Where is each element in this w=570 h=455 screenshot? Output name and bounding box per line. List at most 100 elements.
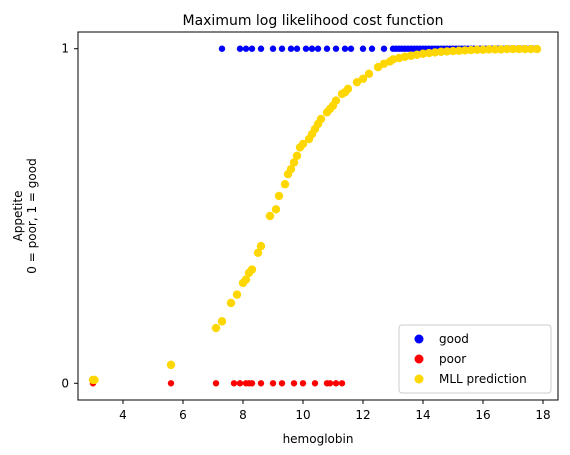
y-axis-label-line-2: 0 = poor, 1 = good	[25, 158, 39, 273]
data-point	[368, 45, 376, 52]
data-point	[508, 44, 518, 54]
data-point	[343, 84, 353, 94]
data-point	[292, 151, 302, 160]
legend-marker	[414, 374, 424, 384]
data-point	[359, 45, 367, 52]
data-point	[454, 46, 464, 55]
data-point	[218, 45, 226, 52]
data-point	[257, 380, 265, 387]
data-point	[211, 323, 221, 333]
data-point	[269, 45, 277, 52]
data-point	[347, 45, 355, 52]
data-point	[232, 290, 242, 299]
data-point	[274, 191, 284, 201]
data-point	[490, 45, 500, 54]
data-point	[269, 380, 277, 387]
data-point	[298, 139, 308, 149]
legend: good poor MLL prediction	[398, 324, 552, 394]
x-tick-label: 10	[295, 408, 310, 422]
data-point	[278, 45, 286, 52]
data-point	[526, 44, 536, 54]
legend-marker	[414, 354, 424, 364]
legend-label: good	[439, 332, 469, 346]
data-point	[326, 380, 334, 387]
data-point	[314, 45, 322, 52]
plot-area	[88, 44, 542, 387]
data-point	[290, 380, 298, 387]
data-point	[247, 265, 257, 274]
data-point	[332, 380, 340, 387]
data-point	[257, 45, 265, 52]
data-point	[332, 45, 340, 52]
data-point	[532, 44, 542, 54]
data-point	[502, 44, 512, 54]
data-point	[311, 380, 319, 387]
legend-marker	[414, 334, 424, 344]
data-point	[248, 380, 256, 387]
data-point	[484, 45, 494, 54]
legend-label: poor	[439, 352, 466, 366]
data-point	[236, 380, 244, 387]
data-point	[514, 44, 524, 54]
data-point	[289, 158, 299, 167]
data-point	[478, 45, 488, 54]
data-point	[472, 45, 482, 54]
y-tick-label: 1	[61, 42, 69, 56]
data-point	[308, 45, 316, 52]
data-point	[460, 46, 470, 55]
data-point	[242, 45, 250, 52]
data-point	[436, 47, 446, 56]
data-point	[442, 47, 452, 56]
data-point	[293, 45, 301, 52]
x-tick-label: 8	[239, 408, 247, 422]
data-point	[217, 317, 227, 326]
data-point	[496, 45, 506, 54]
data-point	[167, 380, 175, 387]
data-point	[241, 275, 251, 284]
data-point	[236, 45, 244, 52]
data-point	[271, 205, 281, 214]
x-tick-label: 6	[179, 408, 187, 422]
data-point	[316, 114, 326, 124]
data-point	[341, 45, 349, 52]
data-point	[230, 380, 238, 387]
data-point	[248, 45, 256, 52]
x-tick-label: 12	[355, 408, 370, 422]
legend-box	[398, 324, 552, 394]
data-point	[212, 380, 220, 387]
data-point	[331, 96, 341, 105]
data-point	[302, 45, 310, 52]
data-point	[280, 180, 290, 189]
data-point	[358, 74, 368, 84]
data-point	[278, 380, 286, 387]
data-point	[226, 298, 236, 308]
x-tick-label: 14	[415, 408, 430, 422]
series-poor	[89, 380, 346, 387]
data-point	[286, 164, 296, 174]
x-tick-label: 18	[535, 408, 550, 422]
x-axis-label: hemoglobin	[283, 432, 354, 446]
data-point	[380, 45, 388, 52]
chart-title: Maximum log likelihood cost function	[182, 13, 443, 29]
data-point	[90, 375, 99, 385]
plot-frame	[77, 31, 559, 401]
data-point	[265, 211, 275, 221]
data-point	[253, 248, 263, 257]
data-point	[364, 69, 374, 79]
series-mll-prediction	[88, 44, 542, 385]
data-point	[287, 45, 295, 52]
data-point	[299, 380, 307, 387]
x-tick-label: 16	[475, 408, 490, 422]
data-point	[256, 241, 266, 251]
data-point	[448, 46, 458, 56]
x-tick-label: 4	[119, 408, 127, 422]
legend-label: MLL prediction	[439, 372, 527, 386]
data-point	[323, 45, 331, 52]
axes: 4 6 8 10 12 14 16 18 0 1	[61, 42, 550, 422]
y-tick-label: 0	[61, 376, 69, 390]
data-point	[338, 380, 346, 387]
data-point	[466, 45, 476, 55]
data-point	[520, 44, 530, 54]
data-point	[166, 360, 176, 370]
